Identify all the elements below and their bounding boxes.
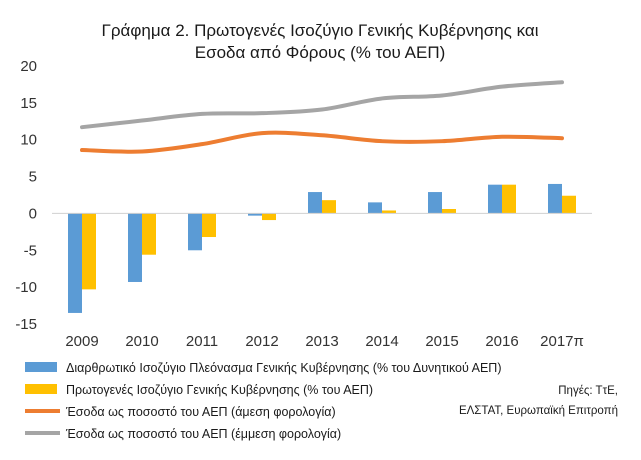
bar-structural-balance	[188, 213, 202, 251]
bars	[68, 183, 576, 313]
source-line-2: ΕΛΣΤΑΤ, Ευρωπαϊκή Επιτροπή	[459, 405, 618, 417]
legend-label-indirect-tax: Έσοδα ως ποσοστό του ΑΕΠ (έμμεση φορολογ…	[65, 427, 341, 441]
bar-primary-balance	[262, 213, 276, 221]
x-tick-label: 2010	[125, 333, 158, 350]
y-tick-label: 5	[29, 169, 37, 186]
legend-label-direct-tax: Έσοδα ως ποσοστό του ΑΕΠ (άμεση φορολογί…	[65, 405, 336, 419]
chart-title-line-2: Εσοδα από Φόρους (% του ΑΕΠ)	[195, 43, 446, 62]
legend-swatch-structural-balance	[25, 362, 57, 372]
legend-label-structural-balance: Διαρθρωτικό Ισοζύγιο Πλεόνασμα Γενικής Κ…	[66, 361, 502, 375]
legend: Διαρθρωτικό Ισοζύγιο Πλεόνασμα Γενικής Κ…	[25, 361, 502, 441]
y-tick-label: -10	[15, 279, 37, 296]
x-tick-label: 2009	[65, 333, 98, 350]
bar-primary-balance	[562, 195, 576, 214]
y-tick-label: -5	[24, 242, 37, 259]
bar-structural-balance	[68, 213, 82, 313]
bar-structural-balance	[428, 192, 442, 214]
bar-structural-balance	[548, 183, 562, 214]
bar-structural-balance	[128, 213, 142, 282]
bar-primary-balance	[82, 213, 96, 290]
bar-primary-balance	[322, 200, 336, 214]
bar-primary-balance	[382, 210, 396, 214]
lines	[80, 80, 564, 154]
line-indirect-tax	[80, 80, 564, 130]
y-tick-label: 10	[20, 132, 37, 149]
x-tick-label: 2012	[245, 333, 278, 350]
y-tick-label: 0	[29, 205, 37, 222]
legend-swatch-primary-balance	[25, 384, 57, 394]
x-axis: 2009 2010 2011 2012 2013 2014 2015 2016 2017π	[65, 333, 584, 350]
x-tick-label: 2016	[485, 333, 518, 350]
legend-label-primary-balance: Πρωτογενές Ισοζύγιο Γενικής Κυβέρνησης (…	[66, 383, 373, 397]
y-axis: -15 -10 -5 0 5 10 15 20	[15, 58, 37, 333]
source-line-1: Πηγές: ΤτΕ,	[558, 385, 618, 397]
bar-primary-balance	[502, 184, 516, 214]
x-tick-label: 2011	[186, 333, 218, 350]
y-tick-label: -15	[15, 316, 37, 333]
bar-structural-balance	[248, 213, 262, 216]
x-tick-label: 2013	[305, 333, 338, 350]
bar-primary-balance	[442, 209, 456, 214]
bar-structural-balance	[308, 192, 322, 214]
chart-title-line-1: Γράφημα 2. Πρωτογενές Ισοζύγιο Γενικής Κ…	[102, 21, 539, 40]
x-tick-label: 2015	[425, 333, 458, 350]
x-tick-label: 2017π	[540, 333, 584, 350]
bar-primary-balance	[142, 213, 156, 255]
bar-structural-balance	[368, 202, 382, 214]
bar-primary-balance	[202, 213, 216, 238]
y-tick-label: 15	[20, 95, 37, 112]
x-tick-label: 2014	[365, 333, 398, 350]
bar-structural-balance	[488, 184, 502, 214]
y-tick-label: 20	[20, 58, 37, 75]
line-direct-tax	[80, 130, 564, 154]
